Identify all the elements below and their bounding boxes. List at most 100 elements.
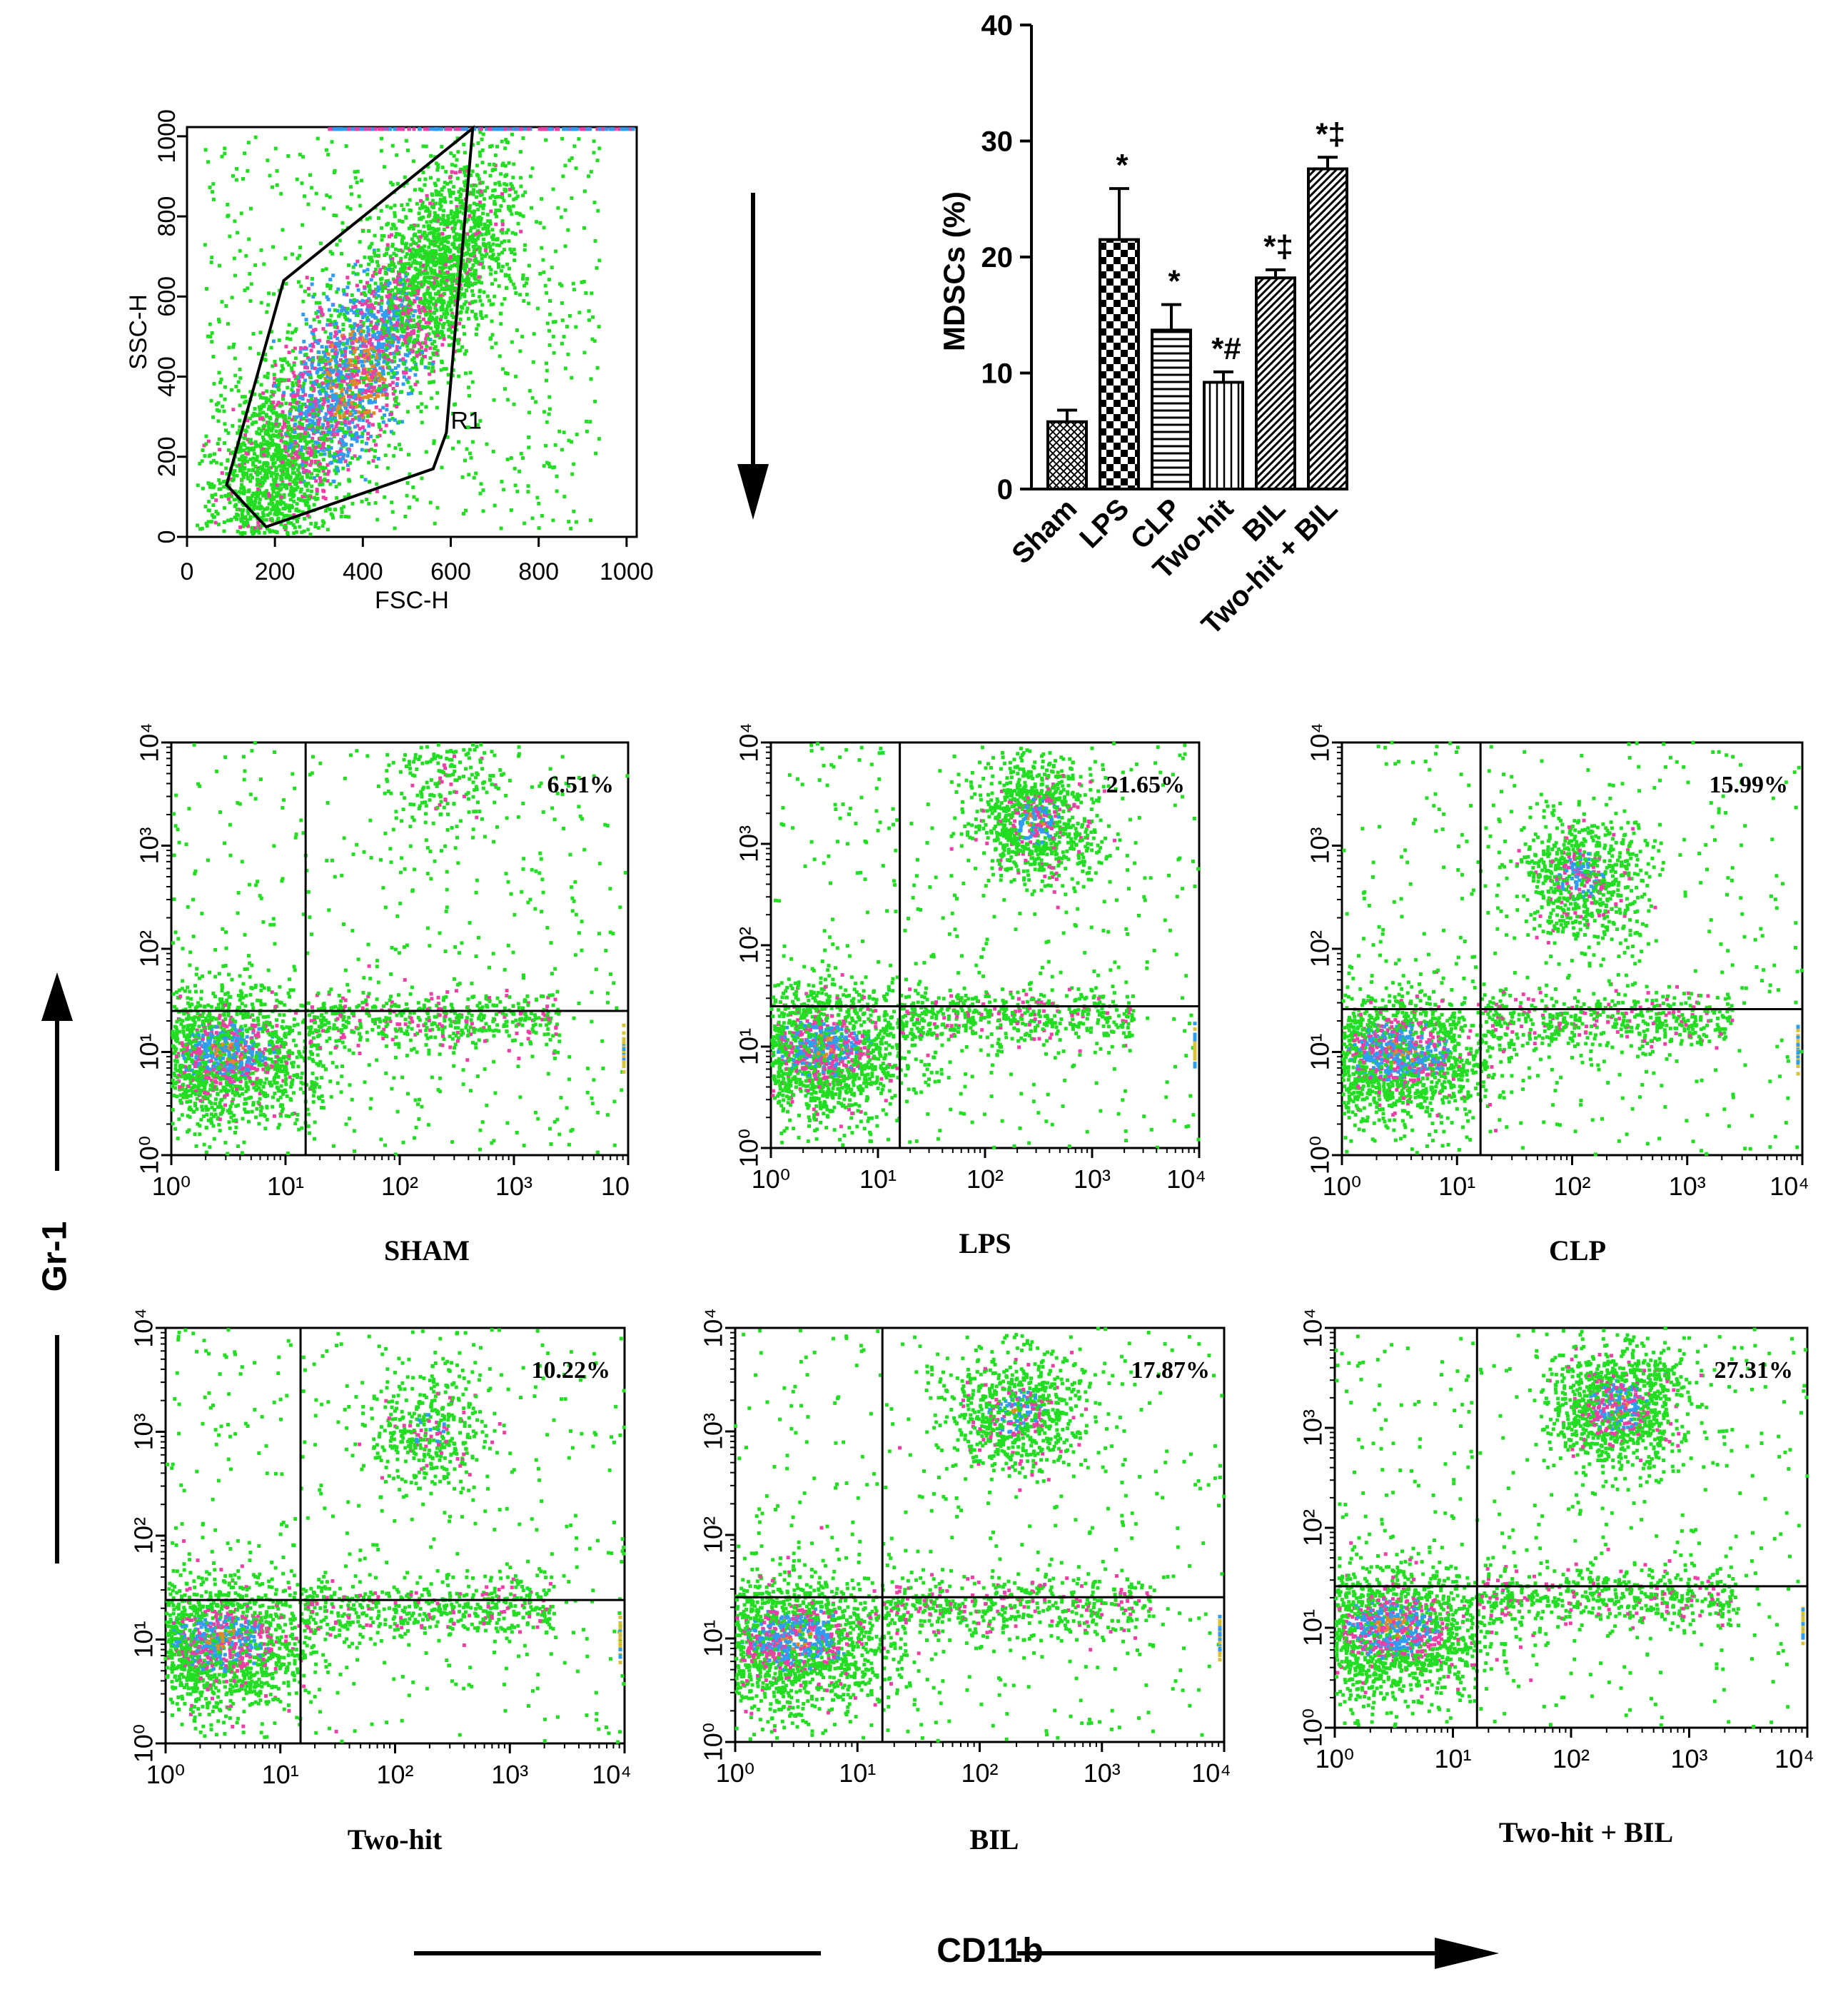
dot [430,198,435,203]
dot [445,270,450,274]
dot [334,425,338,429]
dot [340,390,344,394]
dot [384,127,388,131]
dot [382,387,386,391]
dot [485,294,490,298]
dot [428,346,433,351]
dot [241,508,245,513]
dot [254,444,258,448]
dot [415,354,419,358]
dot [417,281,421,286]
dot [328,250,333,254]
dot [453,222,458,226]
dot [250,422,254,426]
dot [302,416,306,421]
dot [401,382,405,386]
dot [323,452,327,456]
dot [508,208,513,213]
dot [394,127,398,131]
dot [238,466,242,470]
dot [258,491,263,495]
dot [325,351,329,355]
dot [475,230,480,234]
dot [338,386,343,391]
dot [582,189,587,193]
dot [338,372,343,376]
dot [339,514,343,518]
dot [274,465,278,470]
dot [513,466,517,470]
dot [408,281,412,286]
dot [300,181,304,186]
dot [258,432,262,436]
dot [222,520,226,524]
dot [415,296,419,300]
dot [415,276,419,280]
dot [436,325,440,329]
dot [385,246,390,251]
dot [283,525,288,529]
dot [385,466,390,470]
dot [343,420,347,424]
dot [372,248,376,253]
dot [548,312,552,316]
dot [261,403,266,407]
dot [370,365,375,369]
dot [523,190,527,194]
dot [627,127,631,131]
dot [313,459,318,463]
dot [350,368,355,373]
dot [448,297,453,301]
dot [337,363,341,368]
dot [250,503,254,507]
dot [329,445,333,450]
dot [398,259,403,263]
dot [277,422,281,426]
dot [432,276,436,280]
dot [219,393,223,398]
dot [403,306,408,311]
dot [413,248,418,253]
dot [345,276,350,280]
dot [423,355,427,359]
dot [393,389,397,393]
dot [435,193,439,197]
dot [429,275,433,279]
dot [298,433,303,437]
dot [380,367,385,371]
dot [325,367,329,371]
dot [452,214,456,218]
dot [342,453,346,457]
dot [398,276,402,280]
dot [386,371,390,376]
dot [204,434,208,438]
dot [423,303,427,307]
dot [410,366,415,371]
dot [418,351,422,356]
dot [230,296,234,300]
dot [252,529,256,533]
dot [463,332,467,336]
dot [299,417,303,421]
dot [223,151,227,156]
dot [425,197,429,201]
dot [261,447,266,451]
dot [463,292,467,296]
dot [288,475,293,479]
dot [266,527,270,531]
dot [353,369,357,373]
dot [287,453,291,458]
dot [378,342,382,346]
dot [440,465,444,470]
dot [320,448,324,452]
dot [550,266,554,270]
dot [267,445,271,450]
dot [307,440,311,444]
dot [572,144,577,148]
dot [360,431,365,435]
dot [422,317,426,321]
dot [244,521,248,525]
dot [470,412,474,416]
dot [315,136,320,141]
dot [218,481,223,485]
